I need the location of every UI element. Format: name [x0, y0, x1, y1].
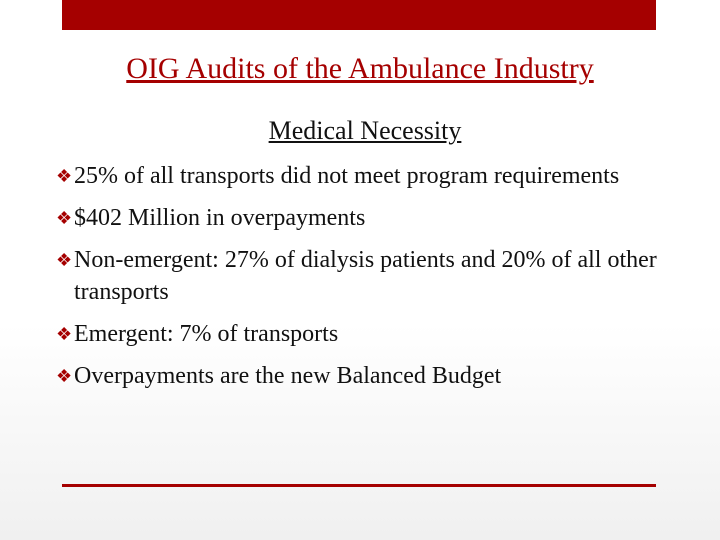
slide-title: OIG Audits of the Ambulance Industry — [126, 52, 594, 85]
bullet: Non-emergent: 27% of dialysis patients a… — [56, 244, 676, 308]
bullet: $402 Million in overpayments — [56, 202, 676, 234]
bullet: Overpayments are the new Balanced Budget — [56, 360, 676, 392]
bottom-rule — [62, 484, 656, 487]
top-bar — [62, 0, 656, 30]
bullet: Emergent: 7% of transports — [56, 318, 676, 350]
slide-subtitle: Medical Necessity — [268, 116, 462, 145]
bullet: 25% of all transports did not meet progr… — [56, 160, 676, 192]
bullet-list: 25% of all transports did not meet progr… — [56, 160, 676, 402]
